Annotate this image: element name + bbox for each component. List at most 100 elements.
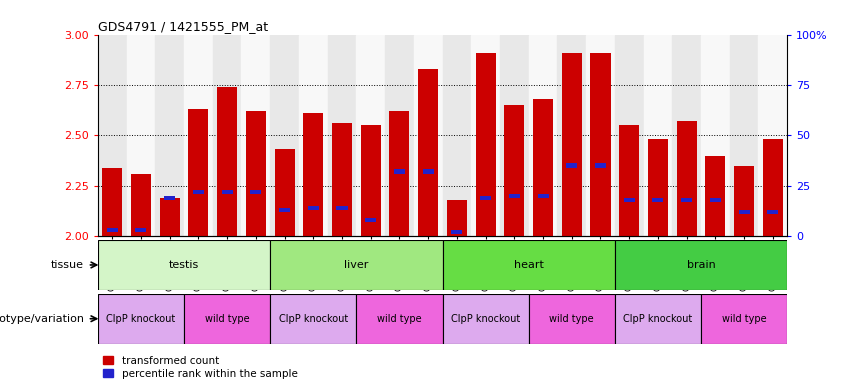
Bar	[557, 35, 586, 236]
Text: ClpP knockout: ClpP knockout	[451, 314, 520, 324]
Text: testis: testis	[168, 260, 199, 270]
Bar	[303, 113, 323, 236]
Text: heart: heart	[514, 260, 544, 270]
Bar	[443, 240, 614, 290]
Bar	[271, 240, 443, 290]
Bar	[758, 35, 787, 236]
Bar	[471, 35, 500, 236]
Bar	[155, 35, 184, 236]
Text: wild type: wild type	[550, 314, 594, 324]
Bar	[98, 240, 271, 290]
Bar	[672, 35, 701, 236]
Bar	[336, 206, 347, 210]
Bar	[160, 198, 180, 236]
Bar	[131, 174, 151, 236]
Bar	[279, 208, 290, 212]
Bar	[533, 99, 553, 236]
Bar	[595, 163, 606, 168]
Bar	[250, 190, 261, 194]
Text: genotype/variation: genotype/variation	[0, 314, 84, 324]
Text: wild type: wild type	[377, 314, 422, 324]
Bar	[447, 200, 467, 236]
Text: wild type: wild type	[722, 314, 767, 324]
Bar	[677, 121, 697, 236]
Bar	[509, 194, 520, 198]
Bar	[184, 35, 213, 236]
Bar	[586, 35, 614, 236]
Bar	[443, 294, 528, 344]
Bar	[624, 198, 635, 202]
Bar	[271, 294, 357, 344]
Bar	[505, 105, 524, 236]
Bar	[451, 230, 462, 234]
Bar	[614, 35, 643, 236]
Bar	[710, 198, 721, 202]
Bar	[500, 35, 528, 236]
Text: ClpP knockout: ClpP knockout	[106, 314, 175, 324]
Bar	[385, 35, 414, 236]
Bar	[308, 206, 319, 210]
Bar	[242, 35, 271, 236]
Bar	[328, 35, 357, 236]
Bar	[768, 210, 779, 214]
Bar	[643, 35, 672, 236]
Text: liver: liver	[344, 260, 368, 270]
Bar	[648, 139, 668, 236]
Bar	[653, 198, 664, 202]
Bar	[357, 35, 385, 236]
Bar	[188, 109, 208, 236]
Bar	[480, 195, 491, 200]
Bar	[106, 228, 117, 232]
Text: ClpP knockout: ClpP knockout	[278, 314, 348, 324]
Legend: transformed count, percentile rank within the sample: transformed count, percentile rank withi…	[103, 356, 298, 379]
Bar	[418, 69, 438, 236]
Bar	[414, 35, 443, 236]
Bar	[98, 294, 184, 344]
Bar	[164, 195, 175, 200]
Bar	[193, 190, 204, 194]
Bar	[332, 123, 352, 236]
Bar	[762, 139, 783, 236]
Bar	[701, 294, 787, 344]
Bar	[730, 35, 758, 236]
Text: wild type: wild type	[205, 314, 249, 324]
Bar	[538, 194, 549, 198]
Bar	[357, 294, 443, 344]
Bar	[423, 169, 434, 174]
Bar	[734, 166, 754, 236]
Bar	[135, 228, 146, 232]
Bar	[98, 35, 127, 236]
Bar	[591, 53, 610, 236]
Bar	[528, 294, 614, 344]
Text: GDS4791 / 1421555_PM_at: GDS4791 / 1421555_PM_at	[98, 20, 268, 33]
Bar	[681, 198, 692, 202]
Bar	[614, 294, 701, 344]
Bar	[246, 111, 266, 236]
Bar	[394, 169, 405, 174]
Bar	[184, 294, 271, 344]
Bar	[221, 190, 232, 194]
Bar	[217, 87, 237, 236]
Bar	[102, 168, 123, 236]
Bar	[528, 35, 557, 236]
Bar	[566, 163, 577, 168]
Bar	[620, 125, 639, 236]
Bar	[275, 149, 294, 236]
Bar	[614, 240, 787, 290]
Bar	[705, 156, 725, 236]
Bar	[271, 35, 299, 236]
Text: ClpP knockout: ClpP knockout	[623, 314, 693, 324]
Bar	[365, 218, 376, 222]
Text: brain: brain	[687, 260, 716, 270]
Bar	[562, 53, 582, 236]
Bar	[701, 35, 730, 236]
Text: tissue: tissue	[51, 260, 84, 270]
Bar	[361, 125, 380, 236]
Bar	[739, 210, 750, 214]
Bar	[476, 53, 495, 236]
Bar	[390, 111, 409, 236]
Bar	[213, 35, 242, 236]
Bar	[443, 35, 471, 236]
Bar	[127, 35, 155, 236]
Bar	[299, 35, 328, 236]
